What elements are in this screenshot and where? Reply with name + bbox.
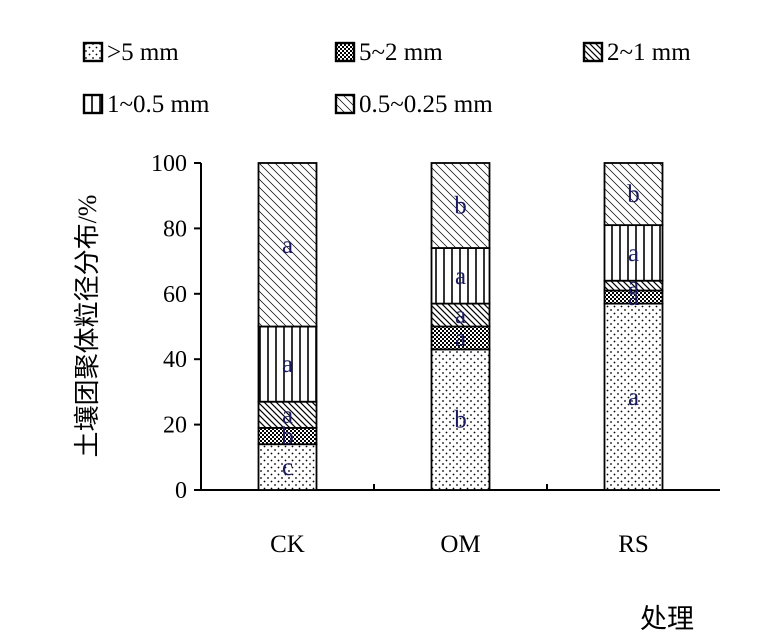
legend-item: >5 mm	[82, 39, 179, 66]
legend-swatch	[82, 93, 104, 115]
significance-letter: a	[628, 384, 639, 411]
legend-swatch	[82, 41, 104, 63]
bar-segment	[430, 348, 491, 491]
significance-letter: a	[455, 325, 466, 352]
legend-swatch	[582, 41, 604, 63]
significance-letter: a	[455, 263, 466, 290]
category-label: CK	[270, 531, 305, 558]
legend-label: 5~2 mm	[359, 39, 443, 66]
significance-letter: a	[455, 302, 466, 329]
category-label: RS	[618, 531, 649, 558]
significance-letter: a	[628, 284, 639, 311]
x-axis-label: 处理	[640, 604, 694, 634]
bars	[257, 162, 664, 491]
category-labels: CK OM RS	[270, 531, 649, 558]
bar-segment	[603, 162, 664, 227]
y-axis-label: 土壤团聚体粒径分布/%	[73, 195, 102, 458]
legend-swatch	[334, 93, 356, 115]
significance-letter: a	[282, 232, 293, 259]
legend-swatch	[334, 41, 356, 63]
legend: >5 mm 5~2 mm 2~1 mm 1~0.5 mm 0.5~0.25 mm	[82, 39, 691, 118]
bar-segment	[430, 162, 491, 249]
legend-label: 2~1 mm	[607, 39, 691, 66]
legend-item: 0.5~0.25 mm	[334, 91, 493, 118]
category-label: OM	[440, 531, 480, 558]
legend-label: 1~0.5 mm	[107, 91, 210, 118]
bar-segment	[603, 224, 664, 282]
significance-letter: a	[282, 351, 293, 378]
y-tick-label: 40	[163, 347, 187, 373]
bar-segment	[257, 325, 318, 403]
significance-letter: b	[454, 193, 467, 220]
y-tick-label: 100	[151, 151, 187, 177]
legend-item: 2~1 mm	[582, 39, 691, 66]
significance-letter: b	[454, 407, 467, 434]
legend-label: 0.5~0.25 mm	[359, 91, 493, 118]
y-tick-label: 80	[163, 216, 187, 242]
bar-segment	[257, 162, 318, 328]
significance-letter: b	[627, 181, 640, 208]
significance-letter: c	[282, 454, 293, 481]
legend-item: 1~0.5 mm	[82, 91, 210, 118]
y-tick-label: 60	[163, 282, 187, 308]
significance-letter: a	[628, 240, 639, 267]
legend-label: >5 mm	[107, 39, 179, 66]
significance-letter: a	[628, 273, 639, 300]
y-tick-label: 20	[163, 413, 187, 439]
significance-letter: a	[282, 402, 293, 429]
bar-segment	[603, 302, 664, 491]
y-tick-label: 0	[175, 478, 187, 504]
significance-letter: b	[281, 423, 294, 450]
legend-item: 5~2 mm	[334, 39, 443, 66]
